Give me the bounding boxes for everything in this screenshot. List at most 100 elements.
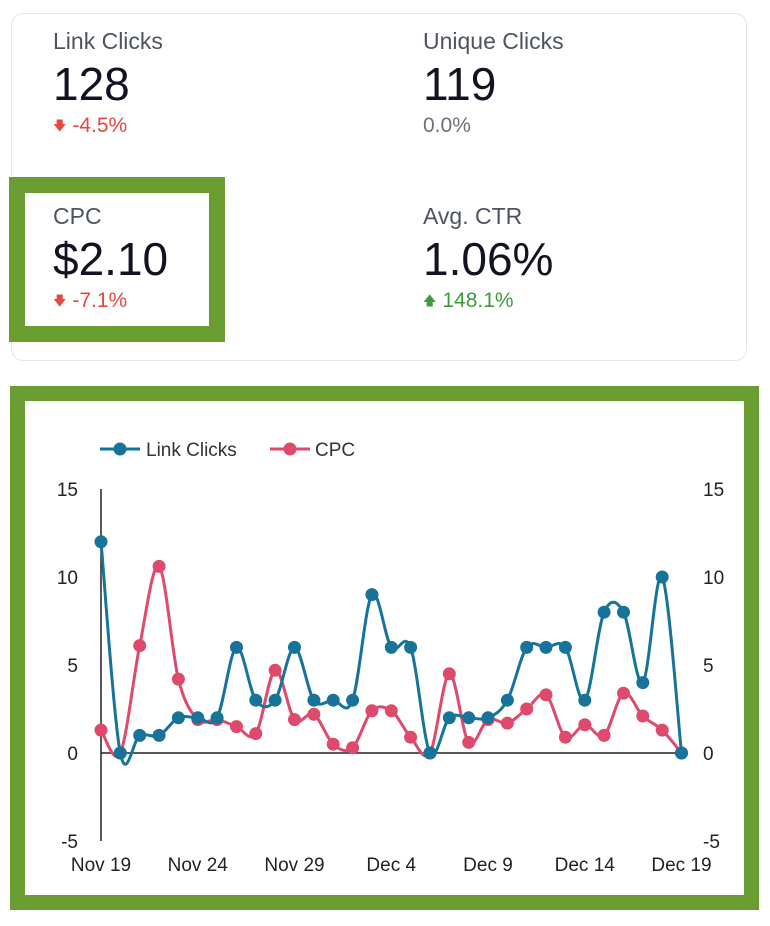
data-point-link-clicks[interactable] [384,640,398,654]
data-point-cpc[interactable] [152,559,166,573]
data-point-cpc[interactable] [597,728,611,742]
data-point-link-clicks[interactable] [617,605,630,619]
data-point-link-clicks[interactable] [404,640,418,654]
x-tick-label: Dec 14 [555,855,616,876]
data-point-link-clicks[interactable] [539,640,553,654]
kpi-change-value: 0.0% [423,114,471,137]
data-point-link-clicks[interactable] [191,711,205,725]
kpi-change: 🡇 -7.1% [53,288,168,314]
data-point-cpc[interactable] [578,718,592,732]
data-point-cpc[interactable] [268,663,282,677]
data-point-cpc[interactable] [500,716,514,730]
kpi-change-value: 148.1% [442,289,514,312]
y-tick-label-right: 10 [703,568,724,589]
data-point-cpc[interactable] [307,707,321,721]
data-point-link-clicks[interactable] [210,711,224,725]
x-tick-label: Dec 4 [366,855,416,876]
kpi-change: 🡇 -4.5% [53,113,163,139]
y-tick-label-left: 10 [57,568,78,589]
data-point-cpc[interactable] [404,730,418,744]
data-point-cpc[interactable] [326,737,340,751]
data-point-link-clicks[interactable] [481,711,495,725]
y-tick-label-left: 5 [67,656,78,677]
data-point-link-clicks[interactable] [365,588,379,602]
data-point-link-clicks[interactable] [462,711,476,725]
kpi-value: 119 [423,58,497,110]
kpi-change: 0.0% [423,113,564,139]
data-point-link-clicks[interactable] [597,605,611,619]
kpi-label: CPC [53,203,102,229]
data-point-cpc[interactable] [636,709,650,723]
data-point-cpc[interactable] [539,688,553,702]
kpi-change-value: -4.5% [72,114,128,137]
x-tick-label: Dec 9 [463,855,513,876]
data-point-cpc[interactable] [558,730,572,744]
x-axis: Nov 19 Nov 24 Nov 29 Dec 4 Dec 9 Dec 14 Dec 19 [71,855,712,876]
kpi-unique-clicks: Unique Clicks 119 0.0% [423,27,564,139]
data-point-link-clicks[interactable] [249,693,263,707]
arrow-down-icon: 🡇 [53,118,67,133]
legend-label-link-clicks: Link Clicks [146,440,237,461]
data-point-link-clicks[interactable] [675,746,688,760]
data-point-cpc[interactable] [384,704,398,718]
cpc-highlight-frame [9,177,225,342]
data-point-cpc[interactable] [133,639,147,653]
data-point-link-clicks[interactable] [133,728,147,742]
data-point-link-clicks[interactable] [326,693,340,707]
data-point-link-clicks[interactable] [346,693,360,707]
data-point-link-clicks[interactable] [152,728,166,742]
data-point-link-clicks[interactable] [113,746,127,760]
kpi-cpc: CPC $2.10 🡇 -7.1% [53,202,168,314]
y-tick-label-left: -5 [61,832,78,853]
data-point-link-clicks[interactable] [423,746,437,760]
kpi-link-clicks: Link Clicks 128 🡇 -4.5% [53,27,163,139]
x-tick-label: Nov 24 [168,855,229,876]
data-point-link-clicks[interactable] [171,711,185,725]
series-link-clicks [94,535,688,766]
y-tick-label-right: -5 [703,832,720,853]
y-tick-label-left: 15 [57,480,78,501]
data-point-cpc[interactable] [442,667,456,681]
y-tick-label-right: 0 [703,744,714,765]
arrow-up-icon: 🡅 [423,293,437,308]
data-point-link-clicks[interactable] [94,535,108,549]
legend-item-link-clicks[interactable]: Link Clicks [100,440,237,461]
y-axis-left: 15 10 5 0 -5 [57,480,78,853]
series-layer [94,535,688,766]
x-tick-label: Nov 29 [264,855,324,876]
data-point-link-clicks[interactable] [288,640,301,654]
kpi-label: Avg. CTR [423,203,523,229]
data-point-cpc[interactable] [249,727,263,741]
data-point-link-clicks[interactable] [442,711,456,725]
chart-highlight-frame [10,386,759,910]
kpi-change-value: -7.1% [72,289,128,312]
data-point-link-clicks[interactable] [230,640,243,654]
legend[interactable]: Link Clicks CPC [100,440,355,461]
legend-item-cpc[interactable]: CPC [270,440,355,461]
data-point-cpc[interactable] [288,713,301,727]
kpi-avg-ctr: Avg. CTR 1.06% 🡅 148.1% [423,202,553,314]
arrow-down-icon: 🡇 [53,293,67,308]
data-point-cpc[interactable] [520,702,534,716]
kpi-value: 1.06% [423,233,554,285]
data-point-link-clicks[interactable] [636,676,650,690]
data-point-cpc[interactable] [171,672,185,686]
data-point-link-clicks[interactable] [578,693,592,707]
data-point-cpc[interactable] [617,686,630,700]
data-point-cpc[interactable] [655,723,669,737]
data-point-link-clicks[interactable] [558,640,572,654]
data-point-link-clicks[interactable] [520,640,534,654]
data-point-link-clicks[interactable] [655,570,669,584]
data-point-link-clicks[interactable] [268,693,282,707]
data-point-cpc[interactable] [230,720,243,734]
data-point-cpc[interactable] [94,723,108,737]
data-point-link-clicks[interactable] [307,693,321,707]
y-tick-label-right: 15 [703,480,724,501]
data-point-cpc[interactable] [462,735,476,749]
data-point-cpc[interactable] [365,704,379,718]
kpi-value: 128 [53,58,130,110]
data-point-cpc[interactable] [346,741,360,755]
kpi-label: Link Clicks [53,28,163,54]
data-point-link-clicks[interactable] [500,693,514,707]
x-tick-label: Dec 19 [651,855,711,876]
